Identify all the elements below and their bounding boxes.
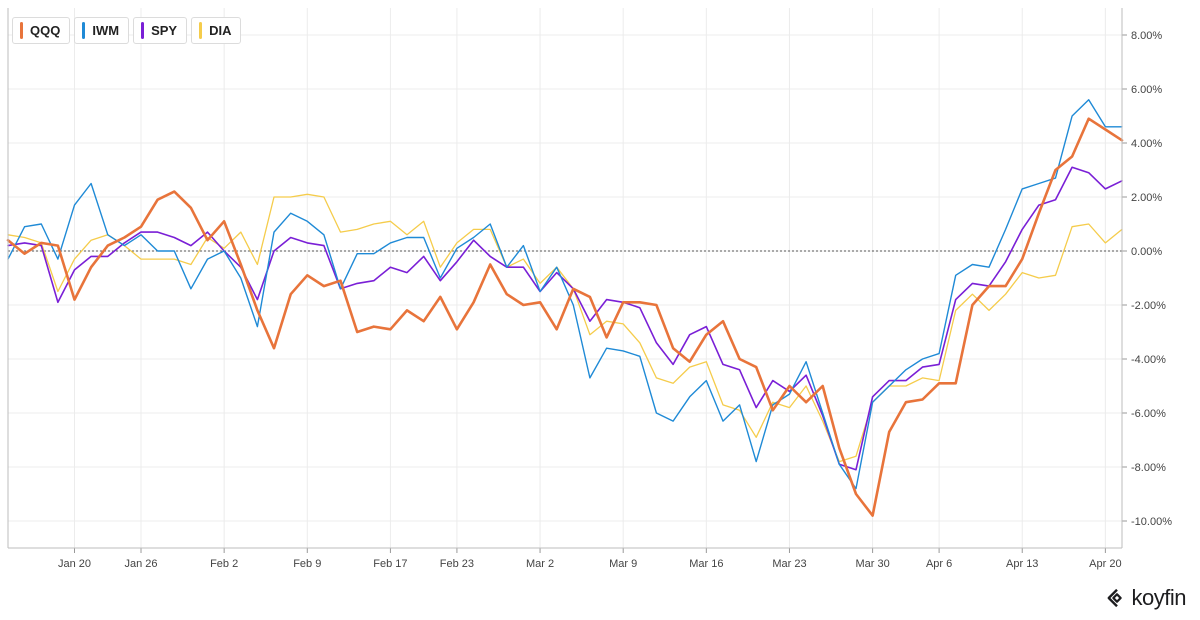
x-tick-label: Apr 20 <box>1089 558 1121 570</box>
legend-swatch-qqq <box>20 22 23 39</box>
series-line-qqq <box>6 117 1124 517</box>
x-tick-label: Apr 13 <box>1006 558 1038 570</box>
legend-item-spy[interactable]: SPY <box>133 17 188 44</box>
x-tick-label: Apr 6 <box>926 558 952 570</box>
koyfin-logo-icon <box>1107 588 1122 608</box>
x-tick-label: Feb 17 <box>373 558 407 570</box>
x-tick-label: Feb 2 <box>210 558 238 570</box>
grid-lines <box>8 8 1122 548</box>
y-tick-label: 4.00% <box>1131 138 1162 150</box>
y-tick-label: 0.00% <box>1131 246 1162 258</box>
legend: QQQ IWM SPY DIA <box>12 17 242 44</box>
legend-item-dia[interactable]: DIA <box>191 17 242 44</box>
axes: 8.00% 6.00% 4.00% 2.00% 0.00% -2.00% -4.00% -6.… <box>7 8 1172 570</box>
x-tick-label: Jan 20 <box>58 558 91 570</box>
y-tick-label: -10.00% <box>1131 516 1172 528</box>
x-tick-label: Mar 2 <box>526 558 554 570</box>
x-tick-label: Feb 23 <box>440 558 474 570</box>
x-tick-label: Jan 26 <box>124 558 157 570</box>
y-tick-label: 6.00% <box>1131 84 1162 96</box>
series-line-iwm <box>7 99 1123 490</box>
x-tick-label: Mar 23 <box>772 558 806 570</box>
brand-name: koyfin <box>1131 585 1187 610</box>
y-tick-label: -6.00% <box>1131 408 1166 420</box>
y-tick-label: 2.00% <box>1131 192 1162 204</box>
y-tick-label: -2.00% <box>1131 300 1166 312</box>
legend-label-dia: DIA <box>209 23 232 38</box>
x-tick-label: Mar 16 <box>689 558 723 570</box>
x-tick-label: Mar 30 <box>855 558 889 570</box>
x-tick-label: Feb 9 <box>293 558 321 570</box>
series-line-dia <box>7 193 1123 463</box>
legend-item-qqq[interactable]: QQQ <box>12 17 71 44</box>
legend-item-iwm[interactable]: IWM <box>74 17 130 44</box>
legend-label-qqq: QQQ <box>30 23 61 38</box>
series-lines <box>6 99 1124 517</box>
legend-label-spy: SPY <box>151 23 178 38</box>
legend-swatch-iwm <box>82 22 86 39</box>
x-tick-label: Mar 9 <box>609 558 637 570</box>
y-tick-label: 8.00% <box>1131 30 1162 42</box>
series-line-spy <box>7 166 1123 471</box>
legend-swatch-spy <box>141 22 145 39</box>
legend-swatch-dia <box>199 22 203 39</box>
y-tick-label: -8.00% <box>1131 462 1166 474</box>
y-tick-label: -4.00% <box>1131 354 1166 366</box>
brand-logo: koyfin <box>1106 585 1187 611</box>
legend-label-iwm: IWM <box>92 23 120 38</box>
